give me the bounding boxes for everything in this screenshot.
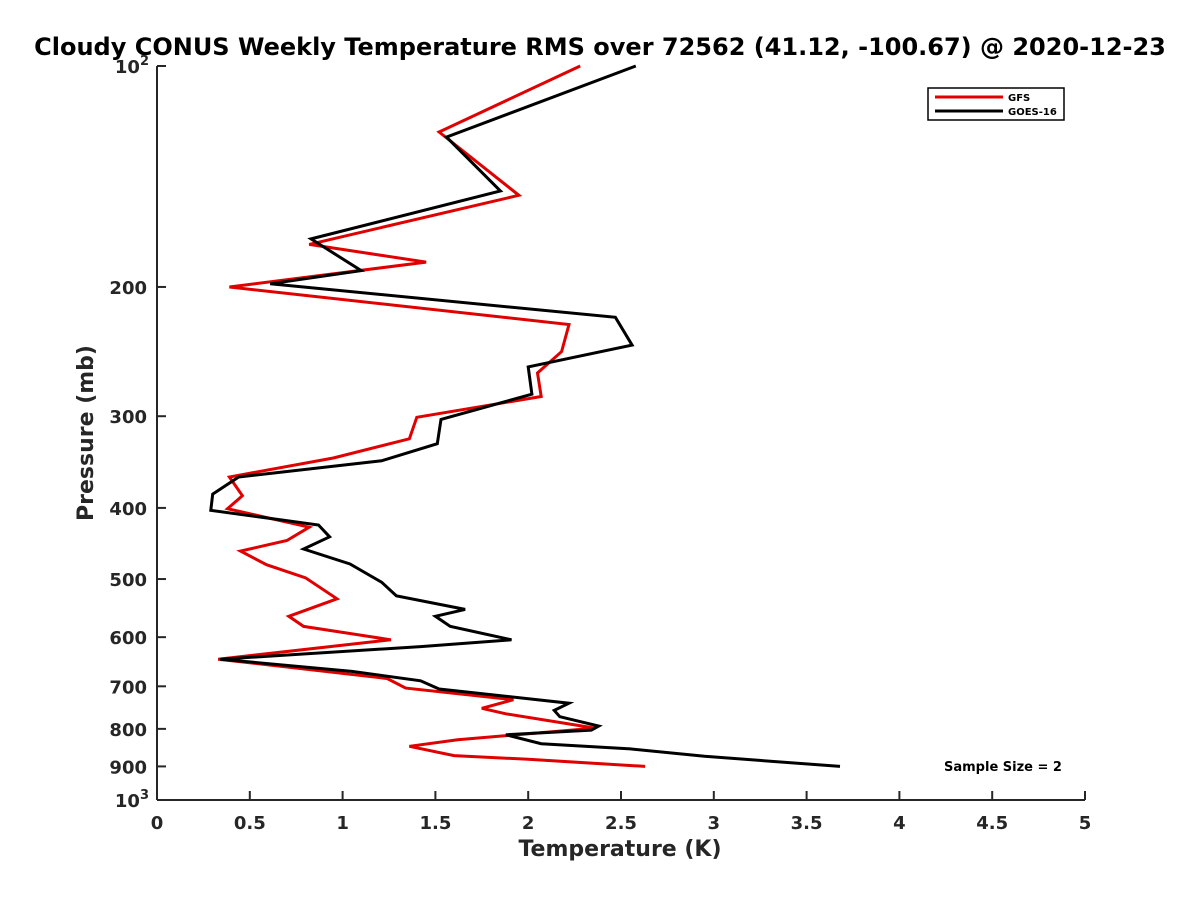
y-tick-label: 700 xyxy=(109,677,147,698)
legend-label: GOES-16 xyxy=(1008,107,1057,118)
x-tick-label: 0.5 xyxy=(234,813,266,834)
y-tick-label: 400 xyxy=(109,499,147,520)
x-tick-label: 2.5 xyxy=(605,813,637,834)
plot-lines xyxy=(209,64,841,768)
y-tick-label: 102 xyxy=(115,54,149,78)
x-tick-label: 1.5 xyxy=(419,813,451,834)
x-tick-label: 0 xyxy=(151,813,164,834)
x-tick-label: 3.5 xyxy=(791,813,823,834)
y-tick-label: 600 xyxy=(109,628,147,649)
x-axis: 0 0.5 1 1.5 2 2.5 3 3.5 4 4.5 5 xyxy=(151,791,1092,834)
y-tick-label: 200 xyxy=(109,278,147,299)
sample-size-annotation: Sample Size = 2 xyxy=(944,760,1062,775)
y-tick-label: 900 xyxy=(109,757,147,778)
x-tick-label: 2 xyxy=(522,813,535,834)
x-tick-label: 4 xyxy=(893,813,906,834)
legend-label: GFS xyxy=(1008,93,1030,104)
series-line-gfs xyxy=(218,64,646,768)
y-tick-label: 103 xyxy=(115,788,149,812)
y-tick-label: 300 xyxy=(109,407,147,428)
legend-box xyxy=(927,87,1065,121)
x-tick-label: 3 xyxy=(708,813,721,834)
y-tick-label: 800 xyxy=(109,720,147,741)
legend: GFS GOES-16 xyxy=(927,87,1065,121)
x-axis-label: Temperature (K) xyxy=(518,837,721,862)
x-tick-label: 4.5 xyxy=(976,813,1008,834)
x-tick-label: 5 xyxy=(1079,813,1092,834)
y-axis-label: Pressure (mb) xyxy=(74,345,99,521)
x-tick-label: 1 xyxy=(336,813,349,834)
chart-title: Cloudy CONUS Weekly Temperature RMS over… xyxy=(34,33,1166,61)
series-line-goes-16 xyxy=(209,64,841,768)
y-axis: 102 200 300 400 500 600 700 800 900 103 xyxy=(109,54,166,812)
y-tick-label: 500 xyxy=(109,570,147,591)
